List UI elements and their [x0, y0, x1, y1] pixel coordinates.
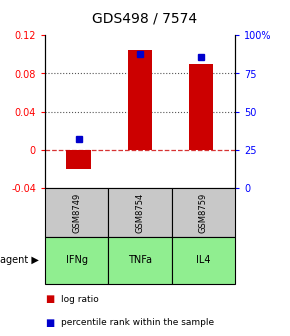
Bar — [189, 64, 213, 150]
Text: GSM8754: GSM8754 — [135, 193, 144, 233]
Text: ■: ■ — [45, 318, 54, 328]
Bar — [66, 150, 91, 169]
Text: percentile rank within the sample: percentile rank within the sample — [61, 318, 214, 327]
Text: GSM8759: GSM8759 — [199, 193, 208, 233]
Text: TNFa: TNFa — [128, 255, 152, 265]
Bar — [128, 50, 152, 150]
Text: GDS498 / 7574: GDS498 / 7574 — [93, 12, 197, 26]
Text: IFNg: IFNg — [66, 255, 88, 265]
Text: ■: ■ — [45, 294, 54, 304]
Text: GSM8749: GSM8749 — [72, 193, 81, 233]
Text: log ratio: log ratio — [61, 295, 99, 303]
Text: agent ▶: agent ▶ — [0, 255, 39, 265]
Text: IL4: IL4 — [196, 255, 211, 265]
